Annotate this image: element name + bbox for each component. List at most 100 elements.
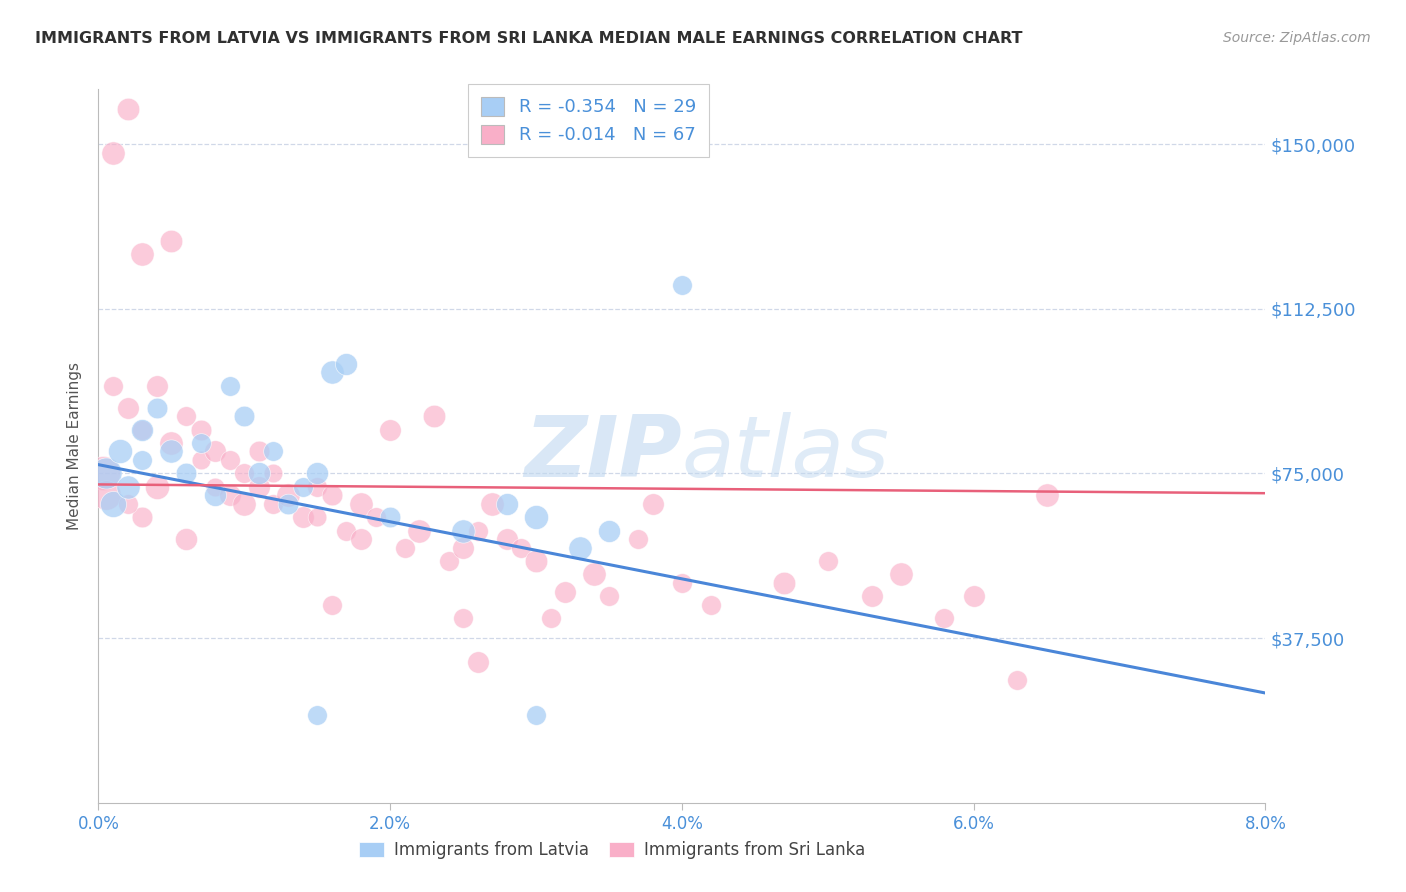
Point [117,480,139,494]
Point [671,576,693,591]
Point [146,401,169,415]
Point [291,480,314,494]
Point [364,510,387,524]
Point [101,378,124,392]
Point [437,554,460,568]
Point [598,524,620,538]
Point [247,467,270,481]
Point [700,598,723,612]
Point [94,467,117,481]
Point [160,444,183,458]
Point [568,541,591,555]
Point [307,708,329,723]
Point [641,497,664,511]
Point [131,423,153,437]
Point [496,497,519,511]
Point [262,467,284,481]
Point [583,567,606,582]
Point [321,598,343,612]
Point [510,541,533,555]
Point [1035,488,1057,502]
Point [117,401,139,415]
Point [233,467,256,481]
Point [394,541,416,555]
Point [307,467,329,481]
Point [321,366,343,380]
Point [262,444,284,458]
Point [598,590,620,604]
Point [378,423,402,437]
Point [934,611,956,625]
Point [467,655,489,669]
Point [467,524,489,538]
Point [131,423,153,437]
Point [962,590,984,604]
Point [350,533,373,547]
Point [204,488,226,502]
Point [540,611,562,625]
Text: ZIP: ZIP [524,411,682,495]
Point [110,444,132,458]
Point [262,497,284,511]
Point [277,497,299,511]
Point [174,467,197,481]
Point [218,378,240,392]
Point [117,497,139,511]
Point [307,480,329,494]
Point [860,590,883,604]
Point [233,497,256,511]
Point [817,554,839,568]
Point [160,234,183,248]
Point [204,444,226,458]
Legend: Immigrants from Latvia, Immigrants from Sri Lanka: Immigrants from Latvia, Immigrants from … [352,835,872,866]
Point [496,533,519,547]
Point [1007,673,1029,687]
Point [190,423,212,437]
Point [408,524,430,538]
Point [451,524,474,538]
Text: atlas: atlas [682,411,890,495]
Point [131,453,153,467]
Point [190,435,212,450]
Point [277,488,299,502]
Point [307,510,329,524]
Point [890,567,912,582]
Point [174,409,197,424]
Point [101,497,124,511]
Y-axis label: Median Male Earnings: Median Male Earnings [67,362,83,530]
Point [554,585,576,599]
Point [291,510,314,524]
Point [524,554,547,568]
Point [204,480,226,494]
Point [117,102,139,116]
Point [131,247,153,261]
Point [423,409,446,424]
Text: IMMIGRANTS FROM LATVIA VS IMMIGRANTS FROM SRI LANKA MEDIAN MALE EARNINGS CORRELA: IMMIGRANTS FROM LATVIA VS IMMIGRANTS FRO… [35,31,1022,46]
Point [335,524,357,538]
Point [524,708,547,723]
Point [91,467,114,481]
Point [321,488,343,502]
Point [218,453,240,467]
Point [146,378,169,392]
Point [131,510,153,524]
Point [218,488,240,502]
Point [335,357,357,371]
Point [627,533,650,547]
Point [350,497,373,511]
Point [773,576,796,591]
Point [524,510,547,524]
Point [247,444,270,458]
Point [190,453,212,467]
Point [101,145,124,160]
Text: Source: ZipAtlas.com: Source: ZipAtlas.com [1223,31,1371,45]
Point [174,533,197,547]
Point [451,611,474,625]
Point [146,480,169,494]
Point [247,480,270,494]
Point [671,277,693,292]
Point [94,488,117,502]
Point [378,510,402,524]
Point [481,497,503,511]
Point [160,435,183,450]
